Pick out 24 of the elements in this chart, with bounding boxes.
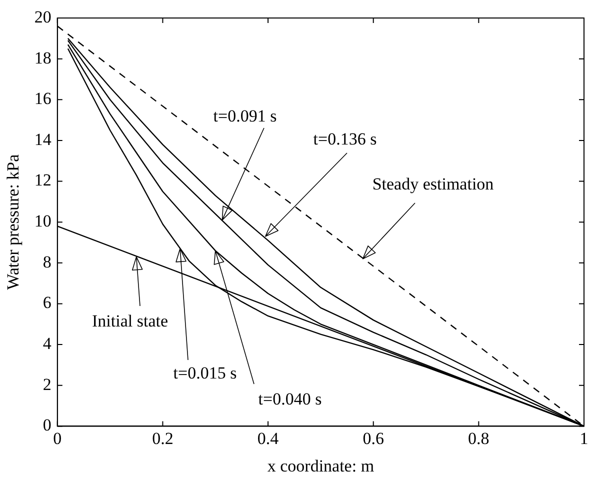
y-tick-label: 14 bbox=[34, 130, 52, 149]
y-tick-label: 20 bbox=[34, 7, 52, 26]
x-tick-label: 0.2 bbox=[152, 428, 174, 448]
y-tick-label: 12 bbox=[34, 170, 52, 190]
y-tick-label: 10 bbox=[34, 212, 52, 231]
annotation: t=0.040 s bbox=[258, 389, 322, 408]
y-tick-label: 8 bbox=[42, 252, 52, 272]
y-tick-label: 4 bbox=[42, 334, 52, 354]
y-tick-label: 18 bbox=[34, 48, 52, 68]
annotation: Steady estimation bbox=[372, 174, 494, 194]
y-tick-label: 2 bbox=[42, 374, 52, 394]
y-tick-label: 16 bbox=[34, 89, 52, 108]
annotation: Initial state bbox=[92, 311, 168, 330]
annotation: t=0.136 s bbox=[313, 129, 377, 148]
annotation: t=0.091 s bbox=[213, 106, 277, 126]
y-axis-title: Water pressure: kPa bbox=[4, 154, 23, 290]
x-axis-title: x coordinate: m bbox=[267, 456, 374, 476]
y-tick-label: 0 bbox=[42, 416, 52, 435]
annotation: t=0.015 s bbox=[173, 363, 237, 382]
x-tick-label: 0.6 bbox=[362, 428, 384, 448]
x-tick-label: 0.4 bbox=[257, 428, 280, 448]
y-tick-label: 6 bbox=[42, 293, 52, 312]
x-tick-label: 0.8 bbox=[468, 428, 490, 448]
x-tick-label: 1 bbox=[580, 428, 588, 448]
